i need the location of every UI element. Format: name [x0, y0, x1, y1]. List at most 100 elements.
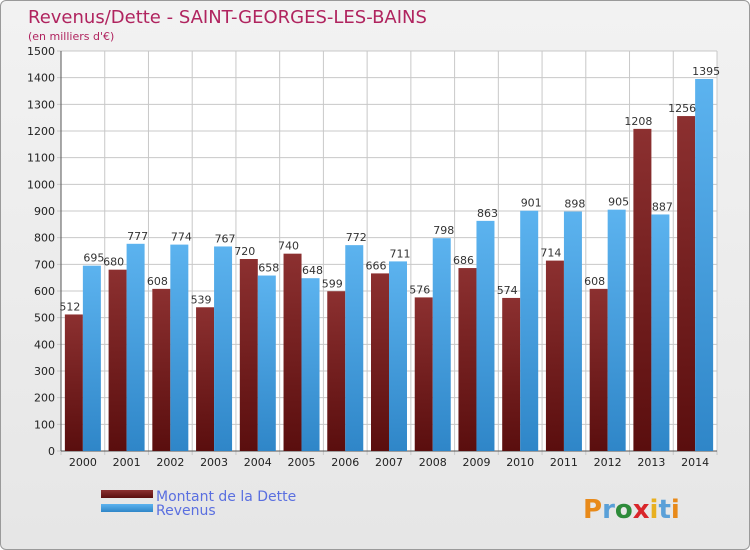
legend-label-dette: Montant de la Dette	[156, 489, 296, 505]
logo-letter: i	[671, 495, 680, 525]
value-label-revenus: 898	[564, 198, 585, 211]
y-tick-label: 1000	[27, 178, 55, 191]
value-label-revenus: 767	[215, 232, 236, 245]
value-label-revenus: 648	[302, 264, 323, 277]
x-tick-label: 2000	[69, 456, 97, 469]
x-tick-label: 2012	[594, 456, 622, 469]
bar-dette	[633, 128, 652, 451]
value-label-dette: 1208	[624, 115, 652, 128]
value-label-dette: 608	[147, 275, 168, 288]
bar-revenus	[389, 261, 407, 451]
bar-revenus	[126, 243, 145, 451]
bar-dette	[458, 268, 477, 451]
bar-revenus	[607, 209, 626, 451]
value-label-dette: 686	[453, 254, 474, 267]
x-tick-label: 2009	[462, 456, 490, 469]
y-tick-label: 0	[48, 445, 55, 458]
logo-letter: x	[633, 495, 650, 525]
y-tick-label: 1200	[27, 125, 55, 138]
x-tick-label: 2005	[288, 456, 316, 469]
value-label-revenus: 774	[171, 231, 192, 244]
bar-dette	[196, 307, 215, 451]
bar-revenus	[520, 210, 539, 451]
logo-letter: o	[615, 495, 633, 525]
legend-label-revenus: Revenus	[156, 503, 216, 519]
value-label-revenus: 905	[608, 196, 629, 209]
x-tick-label: 2013	[637, 456, 665, 469]
value-label-revenus: 798	[433, 224, 454, 237]
x-tick-label: 2006	[331, 456, 359, 469]
value-label-revenus: 658	[258, 262, 279, 275]
y-tick-label: 200	[34, 392, 55, 405]
bar-dette	[414, 297, 433, 451]
x-tick-label: 2008	[419, 456, 447, 469]
bar-dette	[283, 253, 302, 451]
y-tick-label: 300	[34, 365, 55, 378]
chart-title: Revenus/Dette - SAINT-GEORGES-LES-BAINS	[28, 7, 427, 28]
bar-dette	[327, 291, 346, 451]
y-tick-label: 1400	[27, 72, 55, 85]
bar-revenus	[563, 211, 582, 451]
bar-revenus	[257, 275, 276, 451]
x-tick-label: 2004	[244, 456, 272, 469]
x-tick-label: 2007	[375, 456, 403, 469]
x-tick-label: 2014	[681, 456, 709, 469]
bar-dette	[239, 259, 258, 451]
bar-revenus	[432, 238, 451, 451]
y-tick-label: 100	[34, 418, 55, 431]
value-label-dette: 740	[278, 240, 299, 253]
logo-letter: r	[602, 495, 615, 525]
x-tick-label: 2011	[550, 456, 578, 469]
value-label-revenus: 1395	[692, 65, 720, 78]
x-tick-label: 2003	[200, 456, 228, 469]
value-label-dette: 1256	[668, 102, 696, 115]
bar-revenus	[301, 278, 320, 451]
value-label-revenus: 887	[652, 200, 673, 213]
bar-dette	[677, 116, 696, 452]
y-tick-label: 1100	[27, 152, 55, 165]
y-tick-label: 1300	[27, 98, 55, 111]
bar-dette	[371, 273, 389, 451]
value-label-dette: 720	[234, 245, 255, 258]
logo-letter: i	[650, 495, 659, 525]
value-label-revenus: 777	[127, 230, 148, 243]
x-tick-label: 2002	[156, 456, 184, 469]
value-label-dette: 574	[497, 284, 518, 297]
bar-revenus	[82, 265, 101, 451]
value-label-dette: 512	[59, 300, 80, 313]
value-label-dette: 576	[409, 283, 430, 296]
y-tick-label: 500	[34, 312, 55, 325]
bar-dette	[502, 297, 521, 451]
logo-letter: P	[583, 495, 602, 525]
value-label-revenus: 772	[346, 231, 367, 244]
bar-revenus	[170, 244, 189, 451]
proxiti-logo: Proxiti	[583, 495, 680, 525]
value-label-dette: 599	[322, 277, 343, 290]
y-tick-label: 700	[34, 258, 55, 271]
bar-revenus	[345, 245, 364, 451]
value-label-dette: 666	[366, 259, 387, 272]
bar-dette	[108, 269, 127, 451]
x-tick-label: 2001	[113, 456, 141, 469]
x-tick-label: 2010	[506, 456, 534, 469]
logo-letter: t	[658, 495, 670, 525]
value-label-revenus: 711	[390, 247, 411, 260]
bar-revenus	[476, 220, 495, 451]
bar-revenus	[651, 214, 670, 451]
value-label-revenus: 695	[83, 252, 104, 265]
bar-dette	[152, 288, 171, 451]
value-label-revenus: 863	[477, 207, 498, 220]
bar-dette	[545, 260, 564, 451]
value-label-dette: 539	[191, 293, 212, 306]
bar-dette	[64, 314, 83, 451]
value-label-dette: 714	[540, 247, 561, 260]
value-label-dette: 680	[103, 256, 124, 269]
value-label-dette: 608	[584, 275, 605, 288]
chart-subtitle: (en milliers d'€)	[28, 30, 114, 43]
y-tick-label: 400	[34, 338, 55, 351]
bar-revenus	[214, 246, 233, 451]
value-label-revenus: 901	[521, 197, 542, 210]
y-tick-label: 800	[34, 232, 55, 245]
